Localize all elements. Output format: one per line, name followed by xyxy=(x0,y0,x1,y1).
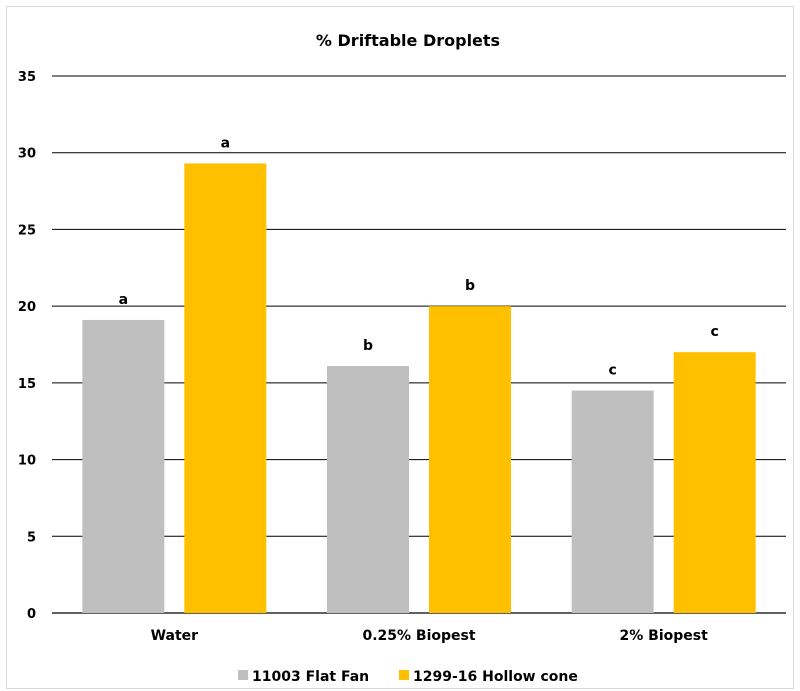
bar xyxy=(184,163,267,613)
y-tick-label: 20 xyxy=(18,300,36,315)
bar xyxy=(82,319,165,613)
y-tick-label: 35 xyxy=(18,70,36,85)
legend-label: 1299-16 Hollow cone xyxy=(413,669,578,685)
data-label: b xyxy=(465,278,475,294)
data-label: b xyxy=(363,338,373,354)
data-labels: a a b b c c xyxy=(119,135,719,378)
bars xyxy=(82,163,756,613)
legend-label: 11003 Flat Fan xyxy=(252,669,369,685)
bar xyxy=(327,365,409,613)
bar xyxy=(673,352,756,613)
legend-item[interactable]: 11003 Flat Fan xyxy=(238,669,369,685)
gridlines xyxy=(52,75,786,614)
y-tick-label: 10 xyxy=(18,454,36,469)
x-axis-categories: Water 0.25% Biopest 2% Biopest xyxy=(151,628,709,644)
y-tick-label: 5 xyxy=(27,530,36,545)
bar xyxy=(429,306,511,613)
y-tick-label: 0 xyxy=(27,607,36,622)
data-label: c xyxy=(609,363,617,379)
chart-title: % Driftable Droplets xyxy=(316,31,500,50)
y-tick-label: 25 xyxy=(18,223,36,238)
x-category-label: Water xyxy=(151,628,199,644)
y-tick-label: 30 xyxy=(18,147,36,162)
legend-swatch xyxy=(399,670,409,680)
data-label: c xyxy=(711,324,719,340)
x-category-label: 2% Biopest xyxy=(620,628,709,644)
legend[interactable]: 11003 Flat Fan 1299-16 Hollow cone xyxy=(238,669,578,685)
data-label: a xyxy=(119,292,128,308)
bar xyxy=(571,390,654,613)
legend-swatch xyxy=(238,670,248,680)
y-tick-label: 15 xyxy=(18,377,36,392)
y-axis-ticks: 0 5 10 15 20 25 30 35 xyxy=(18,70,36,622)
data-label: a xyxy=(221,135,230,151)
legend-item[interactable]: 1299-16 Hollow cone xyxy=(399,669,578,685)
x-category-label: 0.25% Biopest xyxy=(362,628,475,644)
